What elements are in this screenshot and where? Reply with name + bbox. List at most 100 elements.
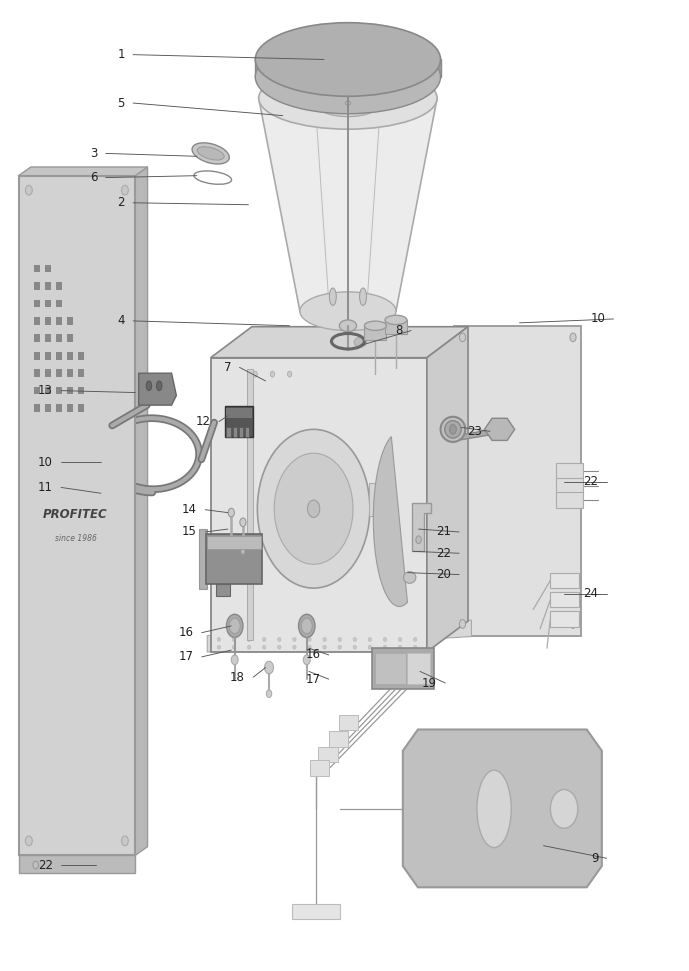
Polygon shape — [376, 653, 406, 684]
Text: 11: 11 — [38, 481, 53, 494]
Ellipse shape — [232, 646, 236, 650]
Ellipse shape — [197, 147, 224, 160]
Ellipse shape — [570, 619, 576, 628]
Polygon shape — [484, 419, 515, 441]
Bar — [34, 352, 40, 359]
Ellipse shape — [316, 89, 380, 117]
Bar — [45, 386, 51, 394]
Text: 13: 13 — [38, 385, 53, 397]
Ellipse shape — [254, 371, 258, 377]
Polygon shape — [206, 534, 262, 585]
Ellipse shape — [307, 500, 320, 518]
Polygon shape — [199, 529, 207, 589]
Ellipse shape — [404, 572, 416, 584]
Bar — [45, 404, 51, 412]
Bar — [45, 334, 51, 342]
Ellipse shape — [340, 319, 356, 331]
Polygon shape — [19, 855, 135, 873]
Polygon shape — [19, 167, 147, 176]
Ellipse shape — [247, 638, 251, 642]
Ellipse shape — [121, 836, 128, 846]
Bar — [56, 317, 62, 324]
Ellipse shape — [232, 638, 236, 642]
Ellipse shape — [354, 337, 367, 347]
Ellipse shape — [308, 638, 311, 642]
Ellipse shape — [338, 646, 342, 650]
Ellipse shape — [25, 836, 32, 846]
Polygon shape — [403, 729, 601, 887]
Polygon shape — [225, 406, 253, 437]
Bar — [56, 283, 62, 290]
Text: 19: 19 — [422, 677, 437, 689]
Polygon shape — [551, 612, 579, 627]
Text: 3: 3 — [90, 147, 97, 160]
Ellipse shape — [241, 549, 245, 554]
Text: 20: 20 — [436, 568, 451, 581]
Text: PROFITEC: PROFITEC — [43, 508, 107, 521]
Ellipse shape — [570, 333, 576, 342]
Polygon shape — [556, 463, 584, 479]
Ellipse shape — [33, 861, 39, 869]
Bar — [34, 369, 40, 377]
Polygon shape — [427, 326, 468, 653]
Ellipse shape — [364, 321, 387, 330]
Ellipse shape — [278, 638, 281, 642]
Text: 2: 2 — [117, 196, 125, 210]
Bar — [79, 369, 84, 377]
Bar — [56, 300, 62, 308]
Text: since 1986: since 1986 — [54, 534, 96, 543]
Ellipse shape — [440, 417, 465, 442]
Bar — [56, 386, 62, 394]
Ellipse shape — [301, 619, 312, 634]
Bar — [79, 404, 84, 412]
Text: 8: 8 — [395, 324, 403, 337]
Ellipse shape — [265, 661, 274, 674]
Ellipse shape — [353, 638, 356, 642]
Bar — [369, 483, 388, 517]
Ellipse shape — [247, 646, 251, 650]
Bar — [247, 369, 253, 641]
Bar — [79, 386, 84, 394]
Polygon shape — [291, 904, 340, 920]
Bar — [56, 404, 62, 412]
Ellipse shape — [368, 646, 371, 650]
Ellipse shape — [256, 22, 440, 96]
Text: 18: 18 — [230, 671, 245, 684]
Bar — [34, 300, 40, 308]
Ellipse shape — [121, 185, 128, 195]
Bar — [34, 404, 40, 412]
Ellipse shape — [228, 508, 234, 517]
Ellipse shape — [360, 288, 367, 306]
Text: 15: 15 — [182, 525, 197, 539]
Text: 6: 6 — [90, 171, 97, 184]
Text: 9: 9 — [591, 852, 599, 865]
Ellipse shape — [229, 619, 240, 634]
Ellipse shape — [156, 381, 162, 390]
Polygon shape — [138, 373, 176, 405]
Ellipse shape — [270, 371, 274, 377]
Ellipse shape — [266, 689, 271, 697]
Bar — [68, 404, 73, 412]
Text: 17: 17 — [305, 673, 320, 686]
Ellipse shape — [240, 518, 246, 526]
Bar — [45, 352, 51, 359]
Bar — [56, 352, 62, 359]
Bar — [227, 427, 231, 437]
Ellipse shape — [217, 638, 220, 642]
Polygon shape — [407, 653, 430, 684]
Bar — [34, 386, 40, 394]
Ellipse shape — [449, 424, 456, 434]
Bar — [68, 317, 73, 324]
Text: 24: 24 — [584, 587, 599, 600]
Ellipse shape — [413, 638, 417, 642]
Bar — [34, 283, 40, 290]
Text: 22: 22 — [584, 475, 599, 488]
Ellipse shape — [551, 789, 578, 828]
Ellipse shape — [329, 288, 336, 306]
Ellipse shape — [345, 101, 351, 105]
Bar — [68, 352, 73, 359]
Ellipse shape — [259, 67, 437, 129]
Bar — [239, 427, 243, 437]
Text: 22: 22 — [436, 547, 451, 559]
Ellipse shape — [338, 638, 342, 642]
